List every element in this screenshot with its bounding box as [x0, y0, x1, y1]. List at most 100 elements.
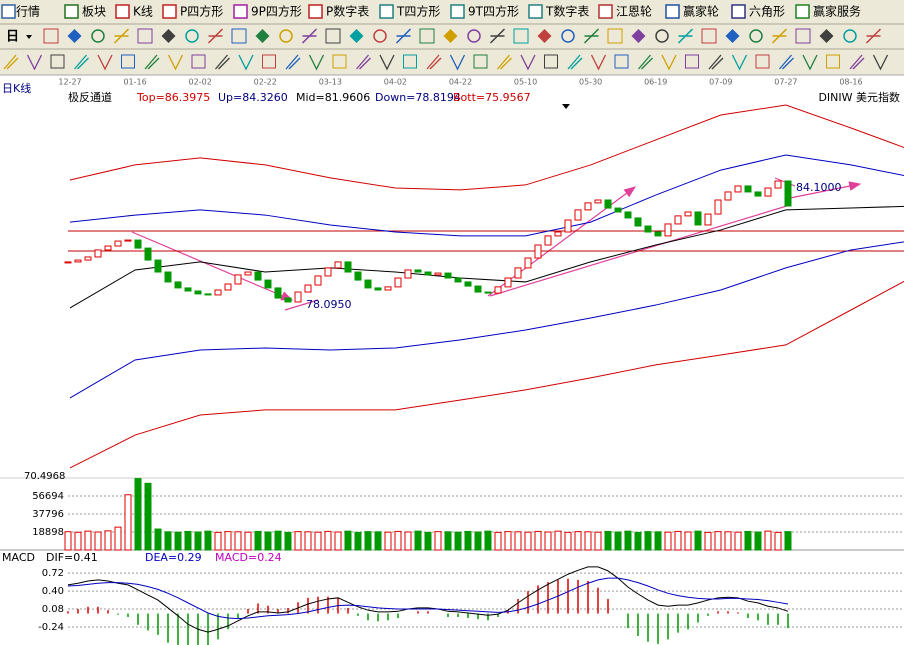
tool-icon[interactable]	[865, 28, 882, 44]
tool-icon[interactable]	[872, 54, 889, 71]
menu-icon[interactable]	[379, 4, 394, 19]
tool-icon[interactable]	[819, 29, 834, 43]
tool-icon[interactable]	[137, 28, 153, 44]
tool-icon[interactable]	[97, 54, 113, 71]
tool-icon[interactable]	[26, 54, 43, 71]
menu-item[interactable]: T数字表	[545, 4, 589, 19]
menu-item[interactable]: 板块	[82, 5, 106, 19]
tool-icon[interactable]	[121, 54, 135, 69]
tool-icon[interactable]	[826, 54, 840, 69]
menu-item[interactable]: P数字表	[326, 4, 369, 19]
tool-icon[interactable]	[638, 54, 653, 70]
tool-icon[interactable]	[50, 54, 65, 69]
tool-icon[interactable]	[489, 28, 506, 44]
tool-icon[interactable]	[843, 29, 857, 43]
tool-icon[interactable]	[67, 29, 82, 43]
tool-icon[interactable]	[301, 28, 318, 44]
menu-icon[interactable]	[795, 4, 810, 19]
tool-icon[interactable]	[583, 28, 600, 44]
tool-icon[interactable]	[779, 54, 794, 70]
menu-icon[interactable]	[64, 4, 79, 19]
tool-icon[interactable]	[238, 54, 254, 71]
menu-item[interactable]: P四方形	[180, 4, 223, 19]
tool-icon[interactable]	[255, 29, 270, 43]
menu-icon[interactable]	[115, 4, 130, 19]
menu-item[interactable]: 行情	[16, 5, 40, 19]
tool-icon[interactable]	[443, 29, 458, 43]
tool-icon[interactable]	[207, 28, 224, 44]
tool-icon[interactable]	[231, 28, 247, 44]
tool-icon[interactable]	[144, 54, 160, 70]
menu-icon[interactable]	[308, 4, 323, 19]
tool-icon[interactable]	[802, 54, 818, 71]
dropdown-arrow[interactable]	[26, 35, 32, 39]
tool-icon[interactable]	[262, 54, 276, 69]
menu-item[interactable]: 赢家服务	[813, 4, 861, 19]
tool-icon[interactable]	[161, 29, 176, 43]
tool-icon[interactable]	[561, 29, 575, 43]
tool-icon[interactable]	[567, 54, 583, 70]
tool-icon[interactable]	[513, 28, 529, 44]
tool-icon[interactable]	[520, 54, 536, 71]
tool-icon[interactable]	[849, 54, 865, 70]
tool-icon[interactable]	[473, 54, 488, 69]
tool-icon[interactable]	[113, 28, 130, 44]
menu-icon[interactable]	[233, 4, 248, 19]
menu-icon[interactable]	[1, 4, 16, 19]
tool-icon[interactable]	[308, 54, 325, 71]
tool-icon[interactable]	[43, 28, 59, 44]
menu-item[interactable]: 江恩轮	[616, 5, 652, 19]
menu-icon[interactable]	[528, 4, 543, 19]
tool-icon[interactable]	[631, 29, 646, 43]
tool-icon[interactable]	[403, 54, 417, 69]
menu-item[interactable]: 9P四方形	[251, 4, 302, 19]
tool-icon[interactable]	[426, 54, 442, 70]
tool-icon[interactable]	[795, 28, 811, 44]
tool-icon[interactable]	[725, 29, 740, 43]
tool-icon[interactable]	[395, 28, 412, 44]
menu-item[interactable]: 赢家轮	[683, 4, 719, 19]
tool-icon[interactable]	[3, 54, 19, 70]
menu-icon[interactable]	[450, 4, 465, 19]
tool-icon[interactable]	[467, 29, 481, 43]
tool-icon[interactable]	[74, 54, 89, 70]
menu-icon[interactable]	[731, 4, 746, 19]
period-select[interactable]: 日	[6, 30, 19, 45]
tool-icon[interactable]	[91, 29, 105, 43]
tool-icon[interactable]	[771, 28, 788, 44]
tool-icon[interactable]	[755, 54, 770, 69]
tool-icon[interactable]	[537, 29, 552, 43]
tool-icon[interactable]	[607, 28, 623, 44]
tool-icon[interactable]	[191, 54, 206, 69]
tool-icon[interactable]	[332, 54, 347, 69]
tool-icon[interactable]	[701, 28, 717, 44]
tool-icon[interactable]	[449, 54, 466, 71]
tool-icon[interactable]	[677, 28, 694, 44]
menu-icon[interactable]	[162, 4, 177, 19]
tool-icon[interactable]	[325, 28, 341, 44]
menu-item[interactable]: K线	[133, 5, 153, 19]
tool-icon[interactable]	[215, 54, 230, 70]
menu-icon[interactable]	[598, 4, 613, 19]
tool-icon[interactable]	[167, 54, 184, 71]
tool-icon[interactable]	[661, 54, 677, 71]
tool-icon[interactable]	[285, 54, 301, 70]
tool-icon[interactable]	[349, 29, 364, 43]
tool-icon[interactable]	[749, 29, 763, 43]
tool-icon[interactable]	[614, 54, 629, 69]
tool-icon[interactable]	[497, 54, 512, 70]
tool-icon[interactable]	[379, 54, 395, 71]
tool-icon[interactable]	[731, 54, 748, 71]
menu-item[interactable]: 9T四方形	[468, 4, 519, 19]
tool-icon[interactable]	[708, 54, 724, 70]
tool-icon[interactable]	[544, 54, 558, 69]
tool-icon[interactable]	[373, 29, 387, 43]
menu-item[interactable]: 六角形	[749, 5, 785, 19]
menu-icon[interactable]	[665, 4, 680, 19]
tool-icon[interactable]	[279, 29, 293, 43]
tool-icon[interactable]	[655, 29, 669, 43]
tool-icon[interactable]	[185, 29, 199, 43]
menu-item[interactable]: T四方形	[396, 4, 440, 19]
tool-icon[interactable]	[590, 54, 607, 71]
tool-icon[interactable]	[685, 54, 699, 69]
